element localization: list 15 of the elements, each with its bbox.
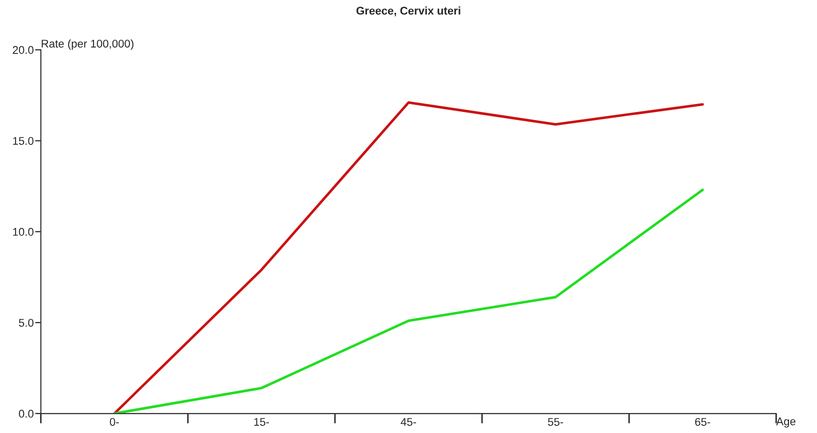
x-tick-label: 55- (548, 418, 564, 426)
x-tick-label: 0- (110, 418, 119, 426)
y-axis-title: Rate (per 100,000) (42, 39, 134, 50)
y-tick-label: 0.0 (18, 410, 34, 418)
y-tick-label: 20.0 (12, 46, 34, 54)
y-tick-label: 5.0 (18, 318, 34, 327)
y-tick-label: 10.0 (13, 228, 34, 236)
line-series (113, 101, 704, 414)
chart-title: Greece, Cervix uteri (356, 6, 460, 16)
line-series (113, 188, 704, 414)
x-axis-title: Age (776, 418, 796, 428)
x-tick-label: 45- (400, 418, 416, 426)
x-tick-label: 65- (695, 418, 710, 426)
y-tick-label: 15.0 (13, 136, 34, 145)
x-tick-label: 15- (254, 418, 269, 426)
